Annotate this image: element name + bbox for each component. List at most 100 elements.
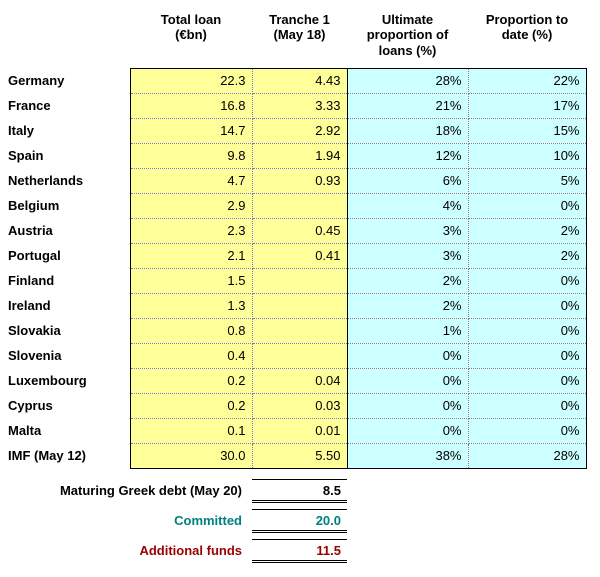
cell-to-date-pct: 28% xyxy=(468,443,587,469)
cell-tranche1 xyxy=(252,318,348,344)
cell-tranche1: 1.94 xyxy=(252,143,348,169)
cell-to-date-pct: 0% xyxy=(468,293,587,319)
cell-ultimate-pct: 1% xyxy=(347,318,469,344)
header-row: Total loan (€bn) Tranche 1 (May 18) Ulti… xyxy=(8,8,586,68)
table-row: Finland 1.5 2% 0% xyxy=(8,268,587,294)
cell-ultimate-pct: 12% xyxy=(347,143,469,169)
cell-total-loan: 0.4 xyxy=(129,343,253,369)
cell-to-date-pct: 0% xyxy=(468,193,587,219)
cell-to-date-pct: 15% xyxy=(468,118,587,144)
summary-row-maturing-debt: Maturing Greek debt (May 20) 8.5 xyxy=(8,478,600,504)
table-row: Slovenia 0.4 0% 0% xyxy=(8,343,587,369)
row-label: Slovenia xyxy=(8,343,130,368)
cell-tranche1: 0.03 xyxy=(252,393,348,419)
table-row: Cyprus 0.2 0.03 0% 0% xyxy=(8,393,587,419)
cell-ultimate-pct: 2% xyxy=(347,268,469,294)
cell-to-date-pct: 2% xyxy=(468,218,587,244)
col-header-total-loan: Total loan (€bn) xyxy=(160,12,222,43)
cell-total-loan: 1.3 xyxy=(129,293,253,319)
cell-total-loan: 2.1 xyxy=(129,243,253,269)
table-row: Luxembourg 0.2 0.04 0% 0% xyxy=(8,368,587,394)
cell-total-loan: 0.2 xyxy=(129,368,253,394)
cell-tranche1: 2.92 xyxy=(252,118,348,144)
table-row: IMF (May 12) 30.0 5.50 38% 28% xyxy=(8,443,587,469)
cell-total-loan: 0.1 xyxy=(129,418,253,444)
row-label: France xyxy=(8,93,130,118)
cell-total-loan: 1.5 xyxy=(129,268,253,294)
cell-total-loan: 4.7 xyxy=(129,168,253,194)
cell-total-loan: 30.0 xyxy=(129,443,253,469)
cell-ultimate-pct: 3% xyxy=(347,243,469,269)
cell-to-date-pct: 5% xyxy=(468,168,587,194)
summary-row-additional-funds: Additional funds 11.5 xyxy=(8,538,600,564)
row-label: Italy xyxy=(8,118,130,143)
table-row: Germany 22.3 4.43 28% 22% xyxy=(8,67,587,94)
cell-to-date-pct: 10% xyxy=(468,143,587,169)
col-header-tranche1: Tranche 1 (May 18) xyxy=(269,12,330,43)
row-label: Belgium xyxy=(8,193,130,218)
cell-ultimate-pct: 0% xyxy=(347,393,469,419)
summary-value: 20.0 xyxy=(252,508,347,533)
cell-tranche1: 3.33 xyxy=(252,93,348,119)
table-row: Ireland 1.3 2% 0% xyxy=(8,293,587,319)
row-label: Portugal xyxy=(8,243,130,268)
cell-ultimate-pct: 0% xyxy=(347,343,469,369)
cell-to-date-pct: 0% xyxy=(468,343,587,369)
cell-tranche1: 0.45 xyxy=(252,218,348,244)
cell-tranche1: 0.93 xyxy=(252,168,348,194)
cell-tranche1: 0.01 xyxy=(252,418,348,444)
cell-ultimate-pct: 21% xyxy=(347,93,469,119)
cell-total-loan: 0.2 xyxy=(129,393,253,419)
cell-ultimate-pct: 38% xyxy=(347,443,469,469)
col-header-ultimate-proportion: Ultimate proportion of loans (%) xyxy=(366,12,449,58)
cell-tranche1 xyxy=(252,343,348,369)
row-label: Netherlands xyxy=(8,168,130,193)
cell-total-loan: 9.8 xyxy=(129,143,253,169)
summary-label: Additional funds xyxy=(139,543,242,558)
cell-tranche1: 0.41 xyxy=(252,243,348,269)
summary-label: Committed xyxy=(174,513,242,528)
cell-to-date-pct: 0% xyxy=(468,418,587,444)
cell-tranche1: 5.50 xyxy=(252,443,348,469)
summary-section: Maturing Greek debt (May 20) 8.5 Committ… xyxy=(8,478,600,564)
cell-ultimate-pct: 28% xyxy=(347,67,469,94)
summary-value: 8.5 xyxy=(252,478,347,503)
summary-row-committed: Committed 20.0 xyxy=(8,508,600,534)
loans-table: Total loan (€bn) Tranche 1 (May 18) Ulti… xyxy=(8,8,587,469)
row-label: Ireland xyxy=(8,293,130,318)
cell-to-date-pct: 22% xyxy=(468,67,587,94)
cell-to-date-pct: 0% xyxy=(468,318,587,344)
row-label: Germany xyxy=(8,68,130,93)
row-label: Luxembourg xyxy=(8,368,130,393)
cell-total-loan: 0.8 xyxy=(129,318,253,344)
cell-ultimate-pct: 0% xyxy=(347,368,469,394)
cell-total-loan: 2.3 xyxy=(129,218,253,244)
cell-to-date-pct: 17% xyxy=(468,93,587,119)
cell-total-loan: 22.3 xyxy=(129,67,253,94)
cell-ultimate-pct: 3% xyxy=(347,218,469,244)
table-row: Slovakia 0.8 1% 0% xyxy=(8,318,587,344)
row-label: Cyprus xyxy=(8,393,130,418)
cell-to-date-pct: 0% xyxy=(468,268,587,294)
cell-ultimate-pct: 18% xyxy=(347,118,469,144)
col-header-proportion-to-date: Proportion to date (%) xyxy=(485,12,569,43)
row-label: Malta xyxy=(8,418,130,443)
table-row: France 16.8 3.33 21% 17% xyxy=(8,93,587,119)
cell-ultimate-pct: 4% xyxy=(347,193,469,219)
cell-tranche1: 0.04 xyxy=(252,368,348,394)
cell-total-loan: 2.9 xyxy=(129,193,253,219)
table-row: Malta 0.1 0.01 0% 0% xyxy=(8,418,587,444)
cell-ultimate-pct: 0% xyxy=(347,418,469,444)
corner-cell xyxy=(8,8,130,68)
row-label: Austria xyxy=(8,218,130,243)
cell-to-date-pct: 0% xyxy=(468,368,587,394)
table-row: Netherlands 4.7 0.93 6% 5% xyxy=(8,168,587,194)
cell-total-loan: 16.8 xyxy=(129,93,253,119)
table-row: Belgium 2.9 4% 0% xyxy=(8,193,587,219)
summary-value: 11.5 xyxy=(252,538,347,563)
cell-to-date-pct: 2% xyxy=(468,243,587,269)
row-label: IMF (May 12) xyxy=(8,443,130,468)
table-row: Spain 9.8 1.94 12% 10% xyxy=(8,143,587,169)
table-row: Portugal 2.1 0.41 3% 2% xyxy=(8,243,587,269)
